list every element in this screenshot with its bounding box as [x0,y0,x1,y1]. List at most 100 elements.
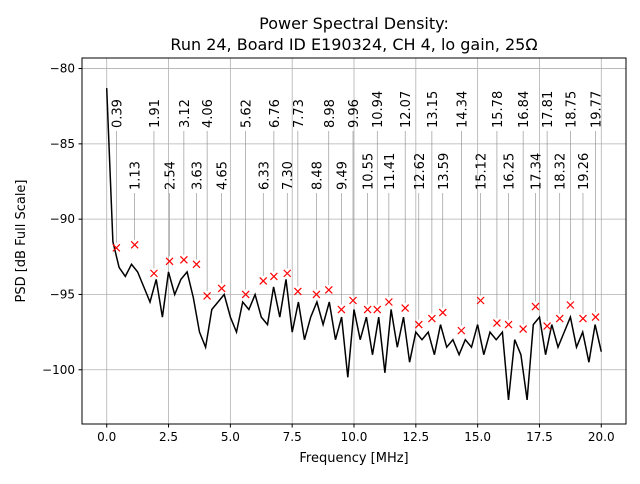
plot-area [105,88,603,401]
x-tick-label: 17.5 [526,430,553,444]
peak-label: 8.98 [323,99,338,128]
peak-label: 10.94 [371,91,386,128]
peak-label: 6.76 [268,99,283,128]
peak-label: 16.84 [517,91,532,128]
x-tick-label: 0.0 [97,430,116,444]
peak-x-mark [165,257,174,266]
peak-label: 14.34 [455,91,470,128]
x-axis-label: Frequency [MHz] [299,451,408,466]
peak-x-mark [401,304,410,312]
peak-marker: 18.32 [554,153,569,323]
peak-label: 18.75 [564,91,579,128]
y-axis-label: PSD [dB Full Scale] [14,179,29,302]
x-tick-label: 5.0 [221,430,240,444]
peak-label: 4.65 [216,161,231,190]
peak-x-mark [130,240,139,249]
peak-x-mark [363,305,372,314]
peak-label: 12.62 [413,153,428,190]
peak-label: 1.13 [129,161,144,190]
peak-marker: 12.07 [399,91,414,312]
peak-markers: 0.39 1.91 3.12 4.06 5.62 6.76 7.73 8.98 9.96 10.9… [110,91,605,335]
peak-marker: 13.59 [437,153,452,317]
peak-marker: 17.34 [530,153,545,311]
peak-label: 15.78 [491,91,506,128]
peak-marker: 1.13 [129,161,144,249]
peak-x-mark [312,290,321,299]
peak-marker: 1.91 [148,99,163,278]
peak-label: 5.62 [240,99,255,128]
chart-title-line2: Run 24, Board ID E190324, CH 4, lo gain,… [170,35,537,54]
peak-marker: 5.62 [240,99,255,299]
y-tick-label: −80 [50,62,75,76]
peak-marker: 12.62 [413,153,428,329]
peak-x-mark [591,313,600,321]
peak-x-mark [373,305,382,314]
peak-label: 15.12 [475,153,490,190]
ticks: 0.0 2.5 5.0 7.5 10.0 12.5 15.0 17.5 20.0 −80 −85 −9… [42,62,615,444]
peak-label: 6.33 [257,161,272,190]
peak-marker: 6.76 [268,99,283,281]
peak-x-mark [337,305,346,314]
peak-x-mark [179,255,188,264]
peak-marker: 14.34 [455,91,470,335]
peak-label: 7.30 [281,161,296,190]
chart-title-line1: Power Spectral Density: [259,14,449,33]
y-tick-label: −90 [50,212,75,226]
y-tick-label: −85 [50,137,75,151]
peak-x-mark [203,292,212,300]
peak-x-mark [438,308,447,317]
y-tick-label: −100 [42,363,75,377]
peak-label: 16.25 [503,153,518,190]
x-tick-label: 20.0 [588,430,615,444]
peak-marker: 11.41 [383,153,398,306]
peak-label: 17.81 [541,91,556,128]
peak-x-mark [241,290,250,299]
peak-x-mark [519,325,528,334]
peak-label: 1.91 [148,99,163,128]
peak-marker: 7.30 [281,161,296,278]
peak-x-mark [566,301,575,309]
peak-marker: 15.12 [475,153,490,305]
peak-marker: 15.78 [491,91,506,328]
peak-label: 4.06 [201,99,216,128]
peak-marker: 4.65 [216,161,231,293]
peak-marker: 9.49 [335,161,350,314]
peak-marker: 13.15 [426,91,441,323]
peak-x-mark [555,314,564,323]
peak-x-mark [324,286,333,294]
peak-marker: 7.73 [292,99,307,296]
peak-marker: 3.63 [191,161,206,269]
peak-label: 12.07 [399,91,414,128]
x-tick-label: 10.0 [341,430,368,444]
peak-marker: 8.98 [323,99,338,294]
peak-x-mark [259,276,268,285]
peak-marker: 9.96 [347,99,362,305]
peak-label: 13.59 [437,153,452,190]
peak-x-mark [457,326,466,335]
peak-label: 3.12 [178,99,193,128]
peak-label: 0.39 [110,99,125,128]
peak-marker: 19.26 [577,153,592,323]
peak-x-mark [150,269,158,278]
peak-label: 19.77 [590,91,605,128]
peak-marker: 19.77 [590,91,605,321]
peak-x-mark [192,260,201,269]
peak-marker: 10.94 [371,91,386,314]
peak-label: 18.32 [554,153,569,190]
peak-x-mark [531,302,540,311]
x-tick-label: 2.5 [159,430,178,444]
peak-x-mark [283,269,292,278]
peak-label: 2.54 [164,161,179,190]
peak-label: 9.96 [347,99,362,128]
peak-x-mark [112,243,121,252]
peak-label: 3.63 [191,161,206,190]
peak-x-mark [217,284,226,293]
peak-x-mark [384,298,393,306]
x-tick-label: 15.0 [464,430,491,444]
peak-x-mark [543,322,552,331]
peak-label: 17.34 [530,153,545,190]
peak-x-mark [427,314,436,323]
peak-marker: 4.06 [201,99,216,300]
peak-label: 7.73 [292,99,307,128]
